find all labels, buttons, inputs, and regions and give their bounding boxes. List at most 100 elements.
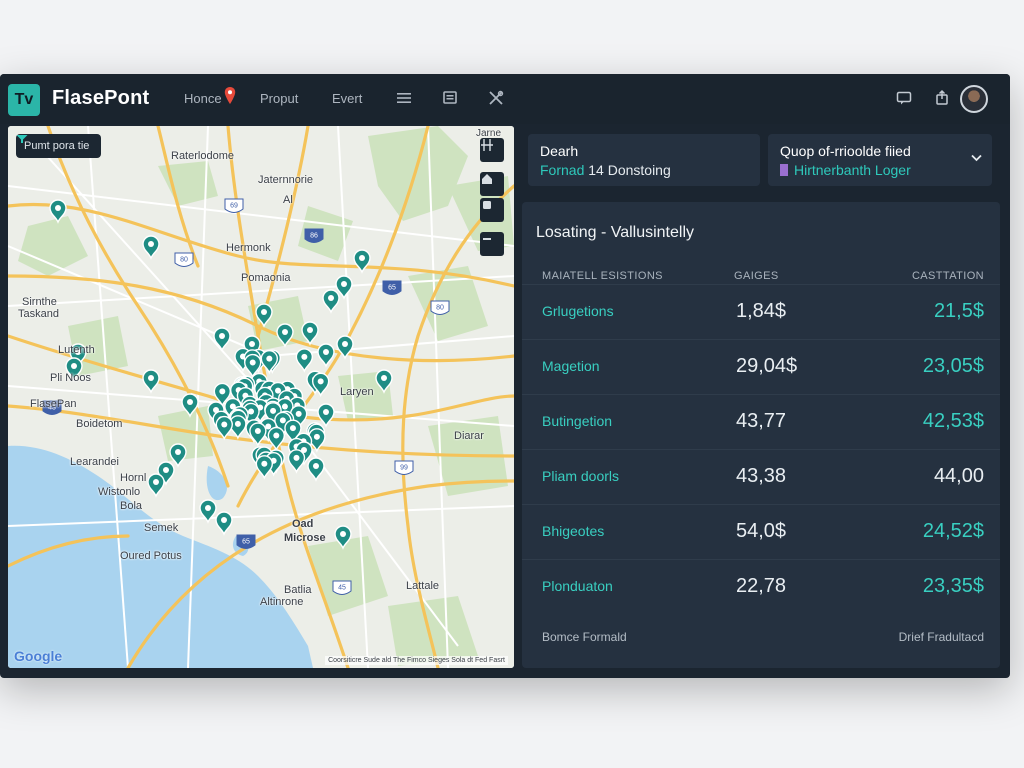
map-pin-icon[interactable] [307, 457, 325, 482]
map-pin-icon[interactable] [295, 348, 314, 373]
tools-icon[interactable] [487, 89, 505, 107]
map-pin-icon[interactable] [255, 303, 273, 328]
row-name: Plonduaton [542, 578, 613, 594]
map-pin-icon[interactable] [335, 275, 353, 300]
search-card-subtitle-rest: 14 Donstoing [584, 162, 671, 178]
nav-honce[interactable]: Honce [184, 91, 222, 106]
row-value-casttation: 21,5$ [933, 300, 984, 322]
table-title: Losating - Vallusintelly [536, 224, 695, 241]
map-label: Hermonk [226, 242, 271, 254]
map-pin-icon[interactable] [244, 353, 262, 379]
map-pin-icon[interactable] [322, 289, 340, 314]
road-shield: 45 [332, 580, 352, 595]
row-value-gaiges: 43,38 [736, 465, 787, 487]
map-pin-icon[interactable] [199, 499, 217, 524]
map-pin-icon[interactable] [249, 422, 267, 447]
map-pin-icon[interactable] [147, 473, 165, 498]
map-pin-icon[interactable] [255, 455, 274, 480]
legend-swatch-icon [780, 164, 788, 176]
map-pin-icon[interactable] [276, 323, 294, 348]
export-icon[interactable] [933, 89, 951, 107]
map-pin-icon[interactable] [353, 249, 371, 274]
filter-dropdown[interactable]: Quop of-rrioolde fiied Hirtnerbanth Loge… [768, 134, 992, 186]
map-attribution[interactable]: Coorsiticre Sude ald The Fimco Sieges So… [325, 656, 508, 665]
table-footer-right[interactable]: Drief Fradultacd [898, 630, 984, 644]
map-filter-chip[interactable]: Pumt pora tie [16, 134, 102, 158]
map-label: Boidetom [76, 418, 123, 430]
row-name: Butingetion [542, 413, 613, 429]
map-pin-icon[interactable] [169, 443, 187, 468]
map-pin-icon[interactable] [142, 369, 160, 394]
road-shield: 99 [394, 460, 414, 475]
search-card-title: Dearh [540, 143, 579, 159]
menu-icon[interactable] [395, 89, 413, 107]
table-row[interactable]: Butingetion 43,77 42,53$ [522, 394, 1000, 450]
table-row[interactable]: Grlugetions 1,84$ 21,5$ [522, 284, 1000, 340]
row-value-gaiges: 43,77 [736, 410, 787, 432]
map-pin-icon[interactable] [317, 343, 335, 368]
map-pin-icon[interactable] [287, 449, 306, 474]
grid-icon[interactable] [480, 138, 504, 162]
app-window: Tv FlasePont Honce Proput Evert [0, 74, 1010, 678]
map-pin-icon[interactable] [311, 372, 330, 398]
map-pin-icon[interactable] [375, 369, 393, 394]
map-label: Altinrone [260, 596, 304, 608]
home-icon[interactable] [480, 172, 504, 196]
chat-icon[interactable] [895, 89, 913, 107]
nav-proput[interactable]: Proput [260, 91, 299, 106]
map-pin-icon[interactable] [301, 321, 319, 346]
row-value-casttation: 42,53$ [922, 410, 984, 432]
map-label: Wistonlo [98, 486, 141, 498]
map-pin-icon[interactable] [334, 525, 352, 550]
map-pin-icon[interactable] [229, 415, 247, 440]
table-row[interactable]: Magetion 29,04$ 23,05$ [522, 339, 1000, 395]
search-card[interactable]: Dearh Fornad 14 Donstoing [528, 134, 760, 186]
row-value-casttation: 23,35$ [922, 575, 984, 597]
row-value-gaiges: 54,0$ [736, 520, 787, 542]
column-header[interactable]: MAIATELL ESISTIONS [542, 270, 663, 282]
table-footer-left[interactable]: Bomce Formald [542, 630, 627, 644]
map-label: Laryen [340, 386, 374, 398]
nav-evert[interactable]: Evert [332, 91, 363, 106]
location-table-panel: Losating - Vallusintelly MAIATELL ESISTI… [522, 202, 1000, 668]
map-label: Oad [292, 518, 314, 530]
map-pin-icon[interactable] [142, 235, 160, 260]
road-shield: 65 [382, 280, 402, 295]
table-row[interactable]: Pliam doorls 43,38 44,00 [522, 449, 1000, 505]
road-shield: 80 [430, 300, 450, 315]
map-pin-icon[interactable] [215, 511, 233, 536]
chevron-down-icon[interactable] [971, 153, 982, 165]
map-pin-icon[interactable] [264, 402, 282, 427]
map-pins[interactable] [49, 199, 393, 550]
table-row[interactable]: Plonduaton 22,78 23,35$ [522, 559, 1000, 615]
svg-text:99: 99 [400, 465, 408, 472]
svg-text:86: 86 [310, 233, 318, 240]
map-pin-icon[interactable] [181, 393, 199, 418]
map-pin-icon[interactable] [213, 382, 232, 408]
map-label: Pomaonia [241, 272, 291, 284]
layers-icon[interactable] [480, 198, 504, 222]
minus-icon[interactable] [480, 232, 504, 256]
sheet-icon[interactable] [441, 89, 459, 107]
map-label: Jarne [476, 128, 502, 139]
app-logo[interactable]: Tv [8, 84, 40, 116]
column-header[interactable]: GAIGES [734, 270, 779, 282]
map-pin-icon[interactable] [317, 403, 335, 428]
map-pin-icon[interactable] [215, 415, 233, 441]
map-pin-icon[interactable] [49, 199, 67, 224]
map-label: Oured Potus [120, 550, 182, 562]
google-logo: Google [14, 648, 63, 664]
map-pin-icon[interactable] [213, 327, 231, 352]
map-pin-icon[interactable] [336, 335, 354, 360]
avatar[interactable] [960, 85, 988, 113]
map-panel[interactable]: 69 86 80 65 80 43 99 65 45 Raterlodome Jaternnor… [8, 126, 514, 668]
row-value-gaiges: 22,78 [736, 575, 787, 597]
map-pin-icon[interactable] [65, 357, 83, 382]
filter-dropdown-value: Hirtnerbanth Loger [780, 162, 911, 178]
map-pin-icon[interactable] [260, 350, 279, 375]
svg-text:80: 80 [436, 305, 444, 312]
map-pin-icon[interactable] [267, 426, 286, 452]
road-shield: 69 [224, 198, 244, 213]
table-row[interactable]: Bhigeotes 54,0$ 24,52$ [522, 504, 1000, 560]
column-header[interactable]: CASTTATION [911, 270, 984, 282]
